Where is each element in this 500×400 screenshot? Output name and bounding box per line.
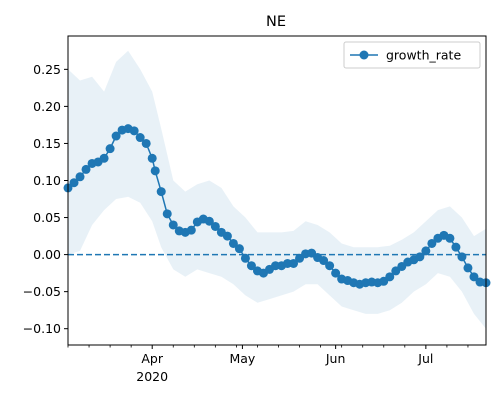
y-tick-label: −0.05: [23, 284, 61, 299]
data-point: [135, 133, 145, 143]
data-point: [421, 246, 431, 256]
data-point: [150, 166, 160, 176]
y-tick-label: 0.00: [33, 247, 61, 262]
data-point: [331, 268, 341, 278]
series-layer: [63, 124, 491, 289]
data-point: [222, 231, 232, 241]
data-point: [168, 220, 178, 230]
data-point: [156, 187, 166, 197]
data-point: [129, 126, 139, 136]
chart-title: NE: [266, 14, 286, 30]
data-point: [463, 263, 473, 273]
data-point: [319, 256, 329, 266]
x-tick-label: May: [229, 351, 255, 366]
data-point: [246, 261, 256, 271]
data-point: [234, 244, 244, 254]
data-point: [105, 144, 115, 154]
x-tick-label: Apr: [141, 351, 163, 366]
x-tick-label: Jul: [417, 351, 433, 366]
data-point: [111, 131, 121, 141]
legend-marker-swatch: [359, 50, 369, 60]
data-point: [415, 252, 425, 262]
data-point: [451, 242, 461, 252]
data-point: [240, 253, 250, 263]
data-point: [457, 252, 467, 262]
data-point: [469, 272, 479, 282]
x-tick-year-label: 2020: [136, 369, 168, 384]
data-point: [81, 164, 91, 174]
data-point: [325, 261, 335, 271]
legend: growth_rate: [343, 41, 481, 69]
data-point: [141, 138, 151, 148]
data-point: [385, 272, 395, 282]
confidence-band: [68, 50, 486, 329]
y-tick-label: −0.10: [23, 321, 61, 336]
data-point: [445, 233, 455, 243]
data-point: [69, 178, 79, 188]
x-tick-label: Jun: [325, 351, 346, 366]
y-tick-label: 0.05: [33, 210, 61, 225]
data-point: [186, 225, 196, 235]
data-point: [204, 216, 214, 226]
y-tick-label: 0.25: [33, 62, 61, 77]
data-point: [99, 153, 109, 163]
plot-frame: [67, 35, 487, 346]
data-point: [147, 153, 157, 163]
y-tick-label: 0.10: [33, 173, 61, 188]
data-point: [162, 209, 172, 219]
legend-entry-growth-rate: growth_rate: [386, 48, 461, 63]
data-point: [228, 238, 238, 248]
data-point: [210, 221, 220, 231]
y-tick-label: 0.20: [33, 99, 61, 114]
y-axis: 0.25 0.20 0.15 0.10 0.05 0.00 −0.05 −0.10: [23, 62, 68, 336]
data-point: [427, 238, 437, 248]
data-point: [75, 172, 85, 182]
confidence-band-layer: [68, 50, 486, 329]
data-point: [289, 258, 299, 268]
legend-box: [343, 41, 481, 69]
y-tick-label: 0.15: [33, 136, 61, 151]
